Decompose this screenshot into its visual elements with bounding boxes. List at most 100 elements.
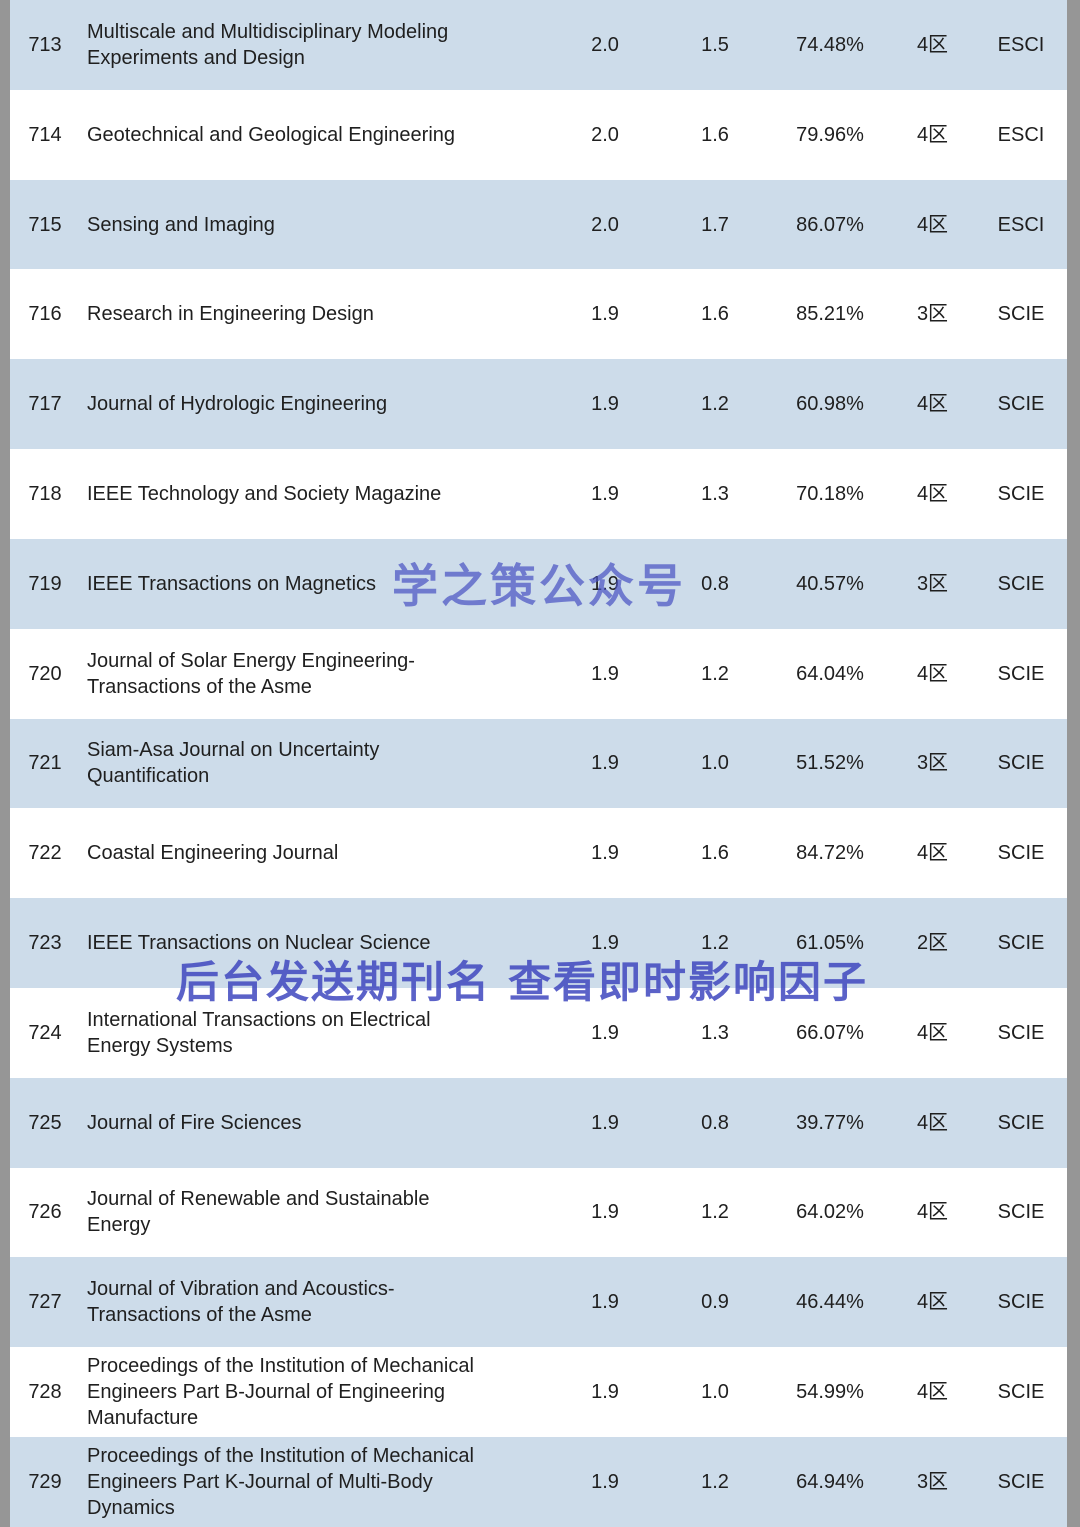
percentile-cell: 54.99% bbox=[796, 1381, 864, 1404]
index-type-cell: ESCI bbox=[997, 213, 1045, 236]
rank-cell: 722 bbox=[28, 842, 62, 865]
journal-name-cell: Journal of Hydrologic Engineering bbox=[87, 393, 388, 416]
rank-cell: 713 bbox=[28, 33, 62, 56]
percentile-cell: 46.44% bbox=[796, 1291, 864, 1314]
table-row: 717 Journal of Hydrologic Engineering 1.… bbox=[10, 359, 1067, 450]
secondary-metric-cell: 1.7 bbox=[701, 213, 729, 236]
table-row: 723 IEEE Transactions on Nuclear Science… bbox=[10, 898, 1067, 988]
percentile-cell: 40.57% bbox=[796, 572, 864, 595]
journal-name-cell: Multiscale and Multidisciplinary Modelin… bbox=[87, 20, 449, 69]
percentile-cell: 66.07% bbox=[796, 1021, 864, 1044]
percentile-cell: 70.18% bbox=[796, 482, 864, 505]
impact-factor-cell: 1.9 bbox=[591, 842, 619, 865]
index-type-cell: ESCI bbox=[997, 123, 1045, 146]
zone-cell: 3区 bbox=[916, 572, 949, 595]
secondary-metric-cell: 0.8 bbox=[701, 572, 729, 595]
zone-cell: 4区 bbox=[916, 1291, 949, 1314]
table-row: 720 Journal of Solar Energy Engineering-… bbox=[10, 628, 1067, 719]
percentile-cell: 51.52% bbox=[796, 752, 864, 775]
journal-name-cell: Sensing and Imaging bbox=[87, 213, 275, 236]
rank-cell: 720 bbox=[28, 662, 62, 685]
impact-factor-cell: 1.9 bbox=[591, 303, 619, 326]
rank-cell: 717 bbox=[28, 393, 62, 416]
table-row: 715 Sensing and Imaging 2.0 1.7 86.07% 4… bbox=[10, 179, 1067, 270]
zone-cell: 4区 bbox=[916, 123, 949, 146]
impact-factor-cell: 1.9 bbox=[591, 1201, 619, 1224]
secondary-metric-cell: 1.6 bbox=[701, 842, 729, 865]
rank-cell: 725 bbox=[28, 1111, 62, 1134]
table-row: 727 Journal of Vibration and Acoustics-T… bbox=[10, 1257, 1067, 1348]
table-row: 716 Research in Engineering Design 1.9 1… bbox=[10, 269, 1067, 360]
index-type-cell: SCIE bbox=[997, 932, 1045, 955]
impact-factor-cell: 2.0 bbox=[591, 33, 619, 56]
table-row: 724 International Transactions on Electr… bbox=[10, 987, 1067, 1078]
index-type-cell: SCIE bbox=[997, 752, 1045, 775]
secondary-metric-cell: 1.2 bbox=[701, 1201, 729, 1224]
impact-factor-cell: 1.9 bbox=[591, 752, 619, 775]
percentile-cell: 61.05% bbox=[796, 932, 864, 955]
index-type-cell: SCIE bbox=[997, 393, 1045, 416]
rank-cell: 721 bbox=[28, 752, 62, 775]
secondary-metric-cell: 0.8 bbox=[701, 1111, 729, 1134]
percentile-cell: 84.72% bbox=[796, 842, 864, 865]
rank-cell: 727 bbox=[28, 1291, 62, 1314]
journal-name-cell: Coastal Engineering Journal bbox=[87, 842, 339, 865]
index-type-cell: SCIE bbox=[997, 662, 1045, 685]
impact-factor-cell: 1.9 bbox=[591, 1021, 619, 1044]
impact-factor-cell: 2.0 bbox=[591, 123, 619, 146]
zone-cell: 3区 bbox=[916, 1470, 949, 1493]
journal-name-cell: IEEE Technology and Society Magazine bbox=[87, 482, 442, 505]
impact-factor-cell: 2.0 bbox=[591, 213, 619, 236]
journal-name-cell: Siam-Asa Journal on Uncertainty Quantifi… bbox=[87, 739, 380, 788]
journal-name-cell: Proceedings of the Institution of Mechan… bbox=[87, 1355, 474, 1430]
percentile-cell: 79.96% bbox=[796, 123, 864, 146]
impact-factor-cell: 1.9 bbox=[591, 932, 619, 955]
impact-factor-cell: 1.9 bbox=[591, 662, 619, 685]
journal-table: 713 Multiscale and Multidisciplinary Mod… bbox=[10, 0, 1067, 1527]
secondary-metric-cell: 1.5 bbox=[701, 33, 729, 56]
table-row: 713 Multiscale and Multidisciplinary Mod… bbox=[10, 0, 1067, 90]
percentile-cell: 64.04% bbox=[796, 662, 864, 685]
percentile-cell: 86.07% bbox=[796, 213, 864, 236]
zone-cell: 4区 bbox=[916, 393, 949, 416]
zone-cell: 4区 bbox=[916, 1111, 949, 1134]
index-type-cell: SCIE bbox=[997, 1291, 1045, 1314]
zone-cell: 2区 bbox=[916, 932, 949, 955]
rank-cell: 723 bbox=[28, 932, 62, 955]
zone-cell: 4区 bbox=[916, 213, 949, 236]
table-row: 729 Proceedings of the Institution of Me… bbox=[10, 1437, 1067, 1527]
zone-cell: 4区 bbox=[916, 842, 949, 865]
percentile-cell: 74.48% bbox=[796, 33, 864, 56]
index-type-cell: SCIE bbox=[997, 1381, 1045, 1404]
index-type-cell: SCIE bbox=[997, 482, 1045, 505]
index-type-cell: SCIE bbox=[997, 572, 1045, 595]
index-type-cell: SCIE bbox=[997, 303, 1045, 326]
impact-factor-cell: 1.9 bbox=[591, 572, 619, 595]
table-row: 725 Journal of Fire Sciences 1.9 0.8 39.… bbox=[10, 1077, 1067, 1168]
impact-factor-cell: 1.9 bbox=[591, 1111, 619, 1134]
secondary-metric-cell: 1.2 bbox=[701, 932, 729, 955]
journal-name-cell: Research in Engineering Design bbox=[87, 303, 374, 326]
impact-factor-cell: 1.9 bbox=[591, 393, 619, 416]
zone-cell: 4区 bbox=[916, 1381, 949, 1404]
secondary-metric-cell: 0.9 bbox=[701, 1291, 729, 1314]
zone-cell: 4区 bbox=[916, 1021, 949, 1044]
zone-cell: 4区 bbox=[916, 1201, 949, 1224]
table-row: 721 Siam-Asa Journal on Uncertainty Quan… bbox=[10, 718, 1067, 809]
zone-cell: 4区 bbox=[916, 662, 949, 685]
impact-factor-cell: 1.9 bbox=[591, 1470, 619, 1493]
index-type-cell: ESCI bbox=[997, 33, 1045, 56]
percentile-cell: 64.02% bbox=[796, 1201, 864, 1224]
journal-name-cell: International Transactions on Electrical… bbox=[87, 1008, 431, 1057]
page-edge-left bbox=[0, 0, 10, 1527]
zone-cell: 3区 bbox=[916, 752, 949, 775]
secondary-metric-cell: 1.6 bbox=[701, 123, 729, 146]
secondary-metric-cell: 1.2 bbox=[701, 662, 729, 685]
secondary-metric-cell: 1.0 bbox=[701, 1381, 729, 1404]
journal-name-cell: Journal of Solar Energy Engineering-Tran… bbox=[87, 649, 415, 698]
index-type-cell: SCIE bbox=[997, 1201, 1045, 1224]
table-row: 714 Geotechnical and Geological Engineer… bbox=[10, 89, 1067, 180]
index-type-cell: SCIE bbox=[997, 1470, 1045, 1493]
impact-factor-cell: 1.9 bbox=[591, 1291, 619, 1314]
index-type-cell: SCIE bbox=[997, 1021, 1045, 1044]
